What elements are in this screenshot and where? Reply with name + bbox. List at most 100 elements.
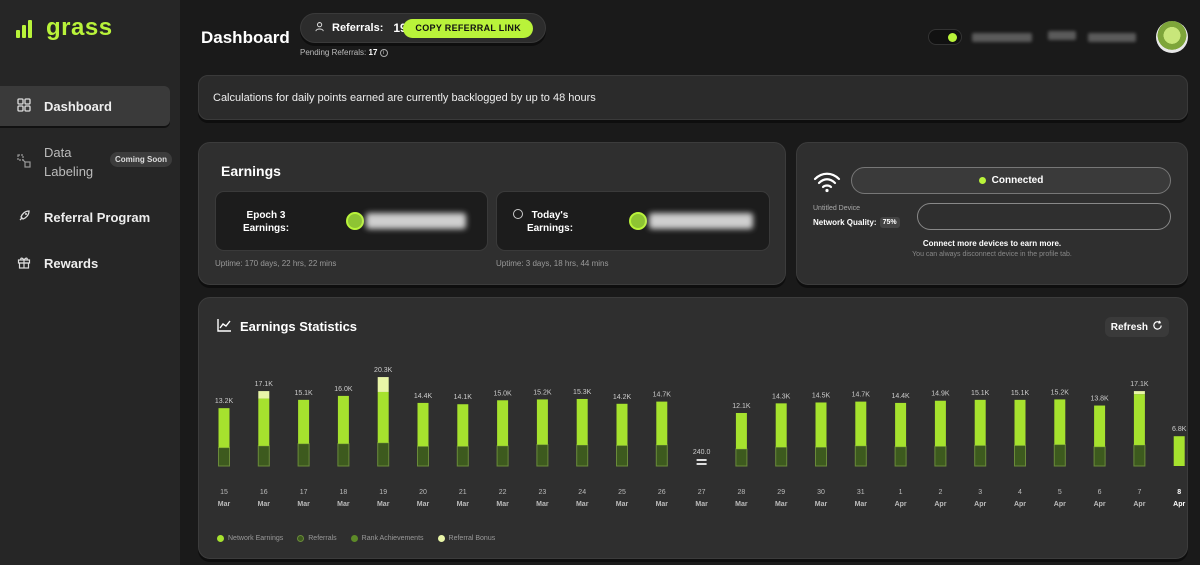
wifi-icon: [813, 171, 841, 193]
refresh-label: Refresh: [1110, 321, 1148, 333]
legend-item-network-earnings[interactable]: Network Earnings: [217, 535, 283, 542]
chart-bar-network-earnings: [258, 398, 270, 446]
chart-bar-group[interactable]: 14.7K 26 Mar: [653, 392, 672, 508]
chart-bar-group[interactable]: 14.9K 2 Apr: [931, 391, 950, 508]
chart-tick-label: Apr: [1173, 501, 1185, 508]
avatar[interactable]: [1156, 21, 1188, 53]
pending-referrals-count: 17: [368, 48, 378, 57]
sidebar-item-label: Rewards: [44, 255, 99, 271]
chart-tick-label: Mar: [855, 501, 868, 508]
chart-bar-group[interactable]: 14.2K 25 Mar: [613, 394, 632, 508]
chart-tick-label: Mar: [258, 501, 271, 508]
chart-bar-referrals: [576, 444, 589, 467]
chart-value-label: 15.2K: [533, 389, 552, 396]
legend-label: Referral Bonus: [448, 535, 496, 542]
clock-icon: [513, 209, 523, 219]
chart-tick-label: 1: [899, 489, 903, 496]
chart-value-label: 15.1K: [294, 390, 313, 397]
chart-bar: [696, 463, 707, 465]
chart-value-label: 240.0: [693, 449, 711, 456]
chart-bar-group[interactable]: 15.1K 3 Apr: [971, 390, 990, 508]
sidebar-item-dashboard[interactable]: Dashboard: [0, 86, 170, 126]
sidebar-item-referral-program[interactable]: Referral Program: [0, 208, 170, 226]
chart-tick-label: 2: [938, 489, 942, 496]
sidebar-item-label: Referral Program: [44, 209, 151, 225]
chart-tick-label: Mar: [536, 501, 549, 508]
chart-bar-referral-bonus: [1133, 391, 1145, 395]
chart-bar-group[interactable]: 13.2K 15 Mar: [215, 398, 234, 508]
chart-bar-group[interactable]: 14.4K 1 Apr: [891, 393, 910, 508]
sidebar-item-rewards[interactable]: Rewards: [0, 254, 170, 272]
chart-bar-group[interactable]: 6.8K 8 Apr: [1172, 426, 1187, 508]
chart-value-label: 15.2K: [1051, 389, 1070, 396]
legend-dot: [350, 535, 358, 542]
logo[interactable]: grass: [16, 14, 113, 42]
chart-bar-group[interactable]: 15.0K 22 Mar: [493, 390, 512, 508]
redacted-greeting: [1048, 31, 1076, 40]
chart-value-label: 14.5K: [812, 392, 831, 399]
chart-bar-group[interactable]: 15.2K 5 Apr: [1051, 389, 1070, 508]
chart-bar-group[interactable]: 15.1K 4 Apr: [1011, 390, 1030, 508]
chart-tick-label: Apr: [895, 501, 907, 508]
chart-bar-group[interactable]: 14.4K 20 Mar: [414, 393, 433, 508]
chart-bar-group[interactable]: 17.1K 16 Mar: [255, 381, 274, 508]
chart-bar-network-earnings: [656, 401, 668, 445]
chart-bar-group[interactable]: 15.3K 24 Mar: [573, 389, 592, 508]
chart-bar-group[interactable]: 14.3K 29 Mar: [772, 393, 791, 508]
chart-bar-group[interactable]: 240.0 27 Mar: [693, 449, 711, 508]
chart-bar-referrals: [1053, 444, 1066, 467]
legend-item-referral-bonus[interactable]: Referral Bonus: [437, 535, 496, 542]
chart-bar-group[interactable]: 12.1K 28 Mar: [732, 403, 751, 508]
connect-more-text: Connect more devices to earn more.: [922, 239, 1062, 248]
coming-soon-badge: Coming Soon: [110, 152, 172, 167]
earnings-card: Earnings Epoch 3 Earnings: Uptime: 170 d…: [198, 142, 786, 285]
chart-tick-label: 5: [1058, 489, 1062, 496]
chart-bar-referrals: [456, 445, 469, 467]
chart-bar-group[interactable]: 14.1K 21 Mar: [454, 394, 473, 508]
epoch-uptime: Uptime: 170 days, 22 hrs, 22 mins: [215, 259, 337, 268]
chart-tick-label: Mar: [377, 501, 390, 508]
info-icon[interactable]: i: [379, 48, 388, 57]
network-quality-label: Network Quality:: [813, 218, 877, 227]
chart-bar-referrals: [775, 446, 788, 467]
chart-tick-label: Apr: [974, 501, 986, 508]
node-toggle[interactable]: [928, 29, 962, 45]
chart-bar-referrals: [854, 445, 867, 467]
today-uptime: Uptime: 3 days, 18 hrs, 44 mins: [496, 259, 609, 268]
chart-tick-label: Apr: [1094, 501, 1106, 508]
chart-value-label: 14.9K: [931, 391, 950, 398]
connection-status-button[interactable]: Connected: [851, 167, 1171, 194]
chart-bar: [696, 459, 707, 461]
chart-bar-group[interactable]: 15.2K 23 Mar: [533, 389, 552, 508]
chart-value-label: 14.4K: [891, 393, 910, 400]
chart-bar-group[interactable]: 20.3K 19 Mar: [374, 367, 393, 508]
chart-trend-icon: [217, 318, 232, 335]
chart-bar-group[interactable]: 13.8K 6 Apr: [1090, 396, 1109, 508]
chart-value-label: 13.2K: [215, 398, 234, 405]
chart-bar-network-earnings: [1054, 399, 1066, 445]
chart-bar-group[interactable]: 15.1K 17 Mar: [294, 390, 313, 508]
chart-bar-referrals: [1093, 446, 1106, 467]
chart-bar-group[interactable]: 17.1K 7 Apr: [1130, 381, 1149, 508]
chart-tick-label: 15: [220, 489, 228, 496]
chart-bar-group[interactable]: 16.0K 18 Mar: [334, 386, 353, 508]
device-info-field[interactable]: [917, 203, 1171, 230]
chart-value-label: 17.1K: [1130, 381, 1149, 388]
users-icon: [315, 21, 326, 35]
chart-bar-referrals: [297, 443, 310, 467]
chart-bar-referrals: [655, 444, 668, 467]
chart-value-label: 13.8K: [1090, 396, 1109, 403]
chart-tick-label: Mar: [417, 501, 430, 508]
chart-value-label: 15.1K: [971, 390, 990, 397]
referrals-box: Referrals: 19 COPY REFERRAL LINK: [300, 13, 546, 43]
copy-referral-link-button[interactable]: COPY REFERRAL LINK: [403, 19, 533, 38]
refresh-button[interactable]: Refresh: [1104, 317, 1169, 337]
legend-item-referrals[interactable]: Referrals: [297, 535, 337, 542]
rocket-icon: [16, 209, 32, 225]
chart-bar-group[interactable]: 14.5K 30 Mar: [812, 392, 831, 508]
sidebar-item-data-labeling[interactable]: Data Labeling Coming Soon: [0, 143, 172, 181]
chart-bar-group[interactable]: 14.7K 31 Mar: [852, 392, 871, 508]
earnings-chart: 13.2K15Mar17.1K16Mar15.1K17Mar16.0K18Mar…: [215, 367, 1187, 508]
legend-item-rank-achievements[interactable]: Rank Achievements: [350, 535, 424, 542]
chart-value-label: 12.1K: [732, 403, 751, 410]
